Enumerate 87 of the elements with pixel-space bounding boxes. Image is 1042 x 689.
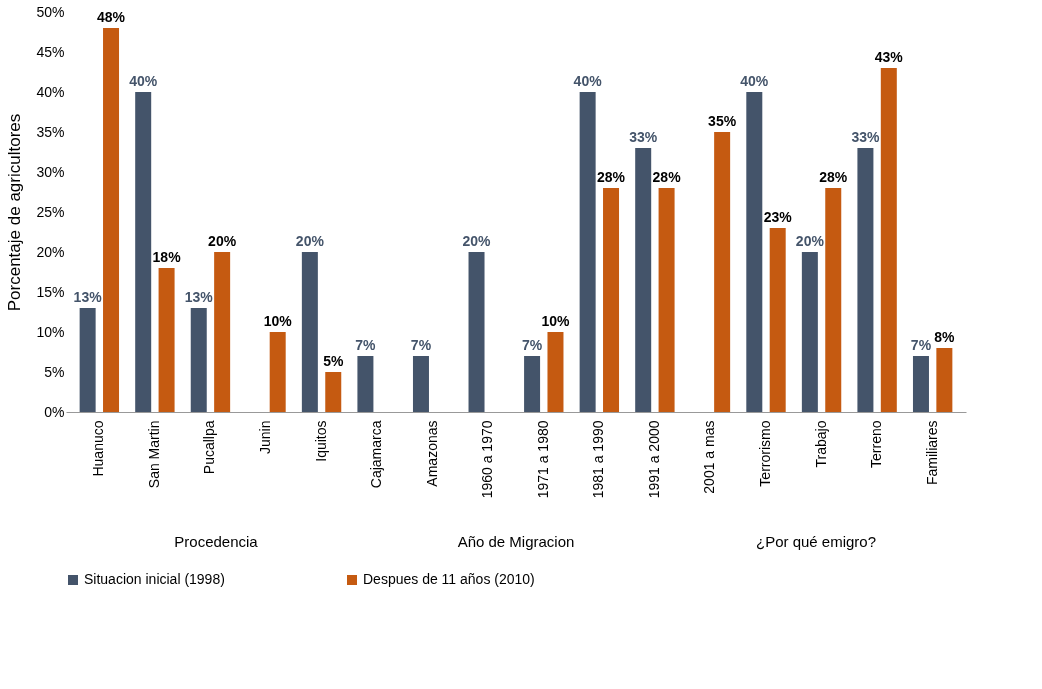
bar (325, 372, 342, 412)
bar (714, 132, 731, 412)
x-tick-label: Amazonas (423, 420, 440, 487)
text: Año de Migracion (457, 533, 575, 550)
data-label: 20% (295, 233, 325, 249)
data-label: 23% (763, 209, 793, 225)
bar (936, 348, 953, 412)
data-label: 13% (73, 289, 103, 305)
bar (357, 356, 374, 412)
data-label: 7% (910, 337, 932, 353)
y-tick-label: 35% (36, 123, 65, 140)
bar (603, 188, 620, 412)
y-tick-label: 40% (36, 83, 65, 100)
bar (825, 188, 842, 412)
data-label: 20% (462, 233, 492, 249)
bar (158, 268, 175, 412)
bar (635, 148, 652, 412)
y-tick-label: 30% (36, 163, 65, 180)
x-tick-label: Terrorismo (757, 420, 773, 487)
bar (524, 356, 541, 412)
data-label: 28% (819, 169, 848, 185)
data-label: 13% (184, 289, 214, 305)
bar (214, 252, 231, 412)
legend-label: Situacion inicial (1998) (84, 571, 225, 587)
data-label: 43% (874, 49, 904, 65)
x-tick-label: Huanuco (90, 420, 107, 477)
data-label: 40% (129, 73, 158, 89)
y-tick-label: 20% (36, 243, 65, 260)
bar (769, 228, 786, 412)
bar (912, 356, 929, 412)
bar (301, 252, 318, 412)
y-tick-label: 5% (44, 363, 65, 380)
data-label: 28% (652, 169, 682, 185)
data-label: 40% (573, 73, 603, 89)
data-label: 48% (97, 9, 126, 25)
x-tick-label: 1991 a 2000 (645, 420, 662, 499)
bar (547, 332, 564, 412)
bar (658, 188, 675, 412)
x-tick-label: 2001 a mas (701, 420, 718, 494)
bar (468, 252, 485, 412)
y-tick-label: 0% (44, 403, 65, 420)
bar (579, 92, 596, 412)
x-tick-label: Pucallpa (201, 420, 218, 475)
x-tick-label: Familiares (923, 420, 940, 486)
x-tick-label: 1981 a 1990 (590, 420, 607, 499)
y-tick-label: 15% (36, 283, 65, 300)
bar (801, 252, 818, 412)
x-tick-label: 1960 a 1970 (479, 420, 496, 499)
data-label: 10% (263, 313, 293, 329)
data-label: 33% (629, 129, 658, 145)
data-label: 28% (597, 169, 626, 185)
data-label: 7% (355, 337, 377, 353)
x-tick-label: Cajamarca (368, 420, 385, 489)
legend-label: Despues de 11 años (2010) (363, 571, 535, 587)
data-label: 7% (521, 337, 543, 353)
bar (79, 308, 96, 412)
x-tick-label: Junin (257, 420, 273, 454)
data-label: 40% (740, 73, 769, 89)
data-label: 18% (152, 249, 182, 265)
data-label: 5% (323, 353, 344, 369)
x-tick-label: Trabajo (812, 420, 829, 468)
data-label: 10% (541, 313, 571, 329)
y-axis-title: Porcentaje de agricultores (5, 113, 25, 312)
y-tick-label: 25% (36, 203, 65, 220)
bar (746, 92, 763, 412)
bar (135, 92, 152, 412)
text: Procedencia (174, 533, 259, 550)
bar (857, 148, 874, 412)
data-label: 33% (851, 129, 880, 145)
y-tick-label: 10% (36, 323, 65, 340)
bar (880, 68, 897, 412)
data-label: 7% (410, 337, 432, 353)
bar (269, 332, 286, 412)
bar (412, 356, 429, 412)
text: ¿Por qué emigro? (755, 533, 877, 550)
y-tick-label: 45% (36, 43, 65, 60)
y-tick-label: 50% (36, 3, 65, 20)
x-tick-label: San Martin (145, 420, 162, 489)
x-tick-label: 1971 a 1980 (534, 420, 551, 499)
data-label: 20% (208, 233, 237, 249)
bar (103, 28, 120, 412)
data-label: 35% (708, 113, 737, 129)
data-label: 8% (934, 329, 956, 345)
x-tick-label: Terreno (868, 420, 885, 468)
x-tick-label: Iquitos (312, 420, 329, 462)
bar (190, 308, 207, 412)
data-label: 20% (795, 233, 825, 249)
